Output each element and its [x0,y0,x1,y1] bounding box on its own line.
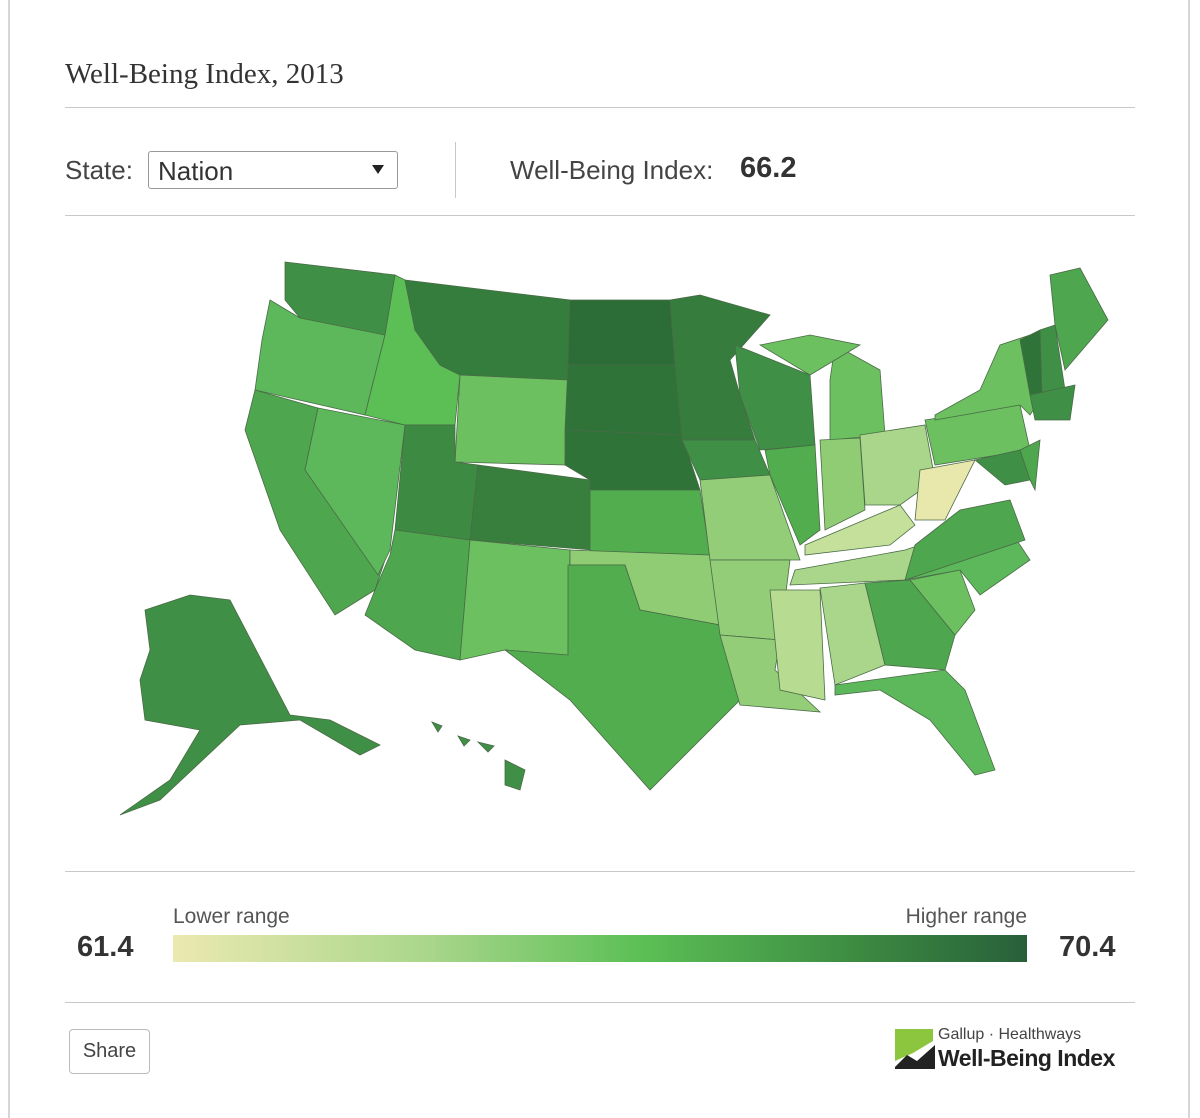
state[interactable] [804,504,916,556]
state-label: State: [65,155,133,185]
title: Well-Being Index, 2013 [65,58,344,90]
logo-icon [895,1029,935,1069]
state[interactable] [769,589,826,701]
state[interactable] [469,464,593,551]
state[interactable] [589,489,711,556]
index-label: Well-Being Index: [510,155,714,185]
legend-gradient [173,935,1027,962]
state-value: Nation [158,156,234,186]
state[interactable] [974,449,1031,486]
state[interactable] [699,474,801,561]
state[interactable] [681,439,771,481]
vertical-divider [455,142,456,198]
state[interactable] [504,759,526,791]
divider [65,871,1135,872]
index-value: 66.2 [740,152,797,184]
state[interactable] [834,669,996,776]
state[interactable] [904,499,1026,581]
state[interactable] [1029,384,1076,421]
state[interactable] [564,364,683,436]
state[interactable] [764,444,821,546]
share-button[interactable]: Share [69,1029,150,1074]
state[interactable] [1049,267,1109,371]
state[interactable] [454,374,569,466]
state[interactable] [476,741,495,753]
state[interactable] [457,735,471,747]
legend-low-label: Lower range [173,905,290,928]
state[interactable] [829,344,886,441]
logo-top: Gallup · Healthways [938,1026,1082,1043]
state[interactable] [758,334,862,376]
state[interactable] [459,539,571,661]
legend-high-label: Higher range [905,905,1027,928]
logo-bottom: Well-Being Index [938,1045,1115,1071]
select-arrow [372,165,384,174]
divider [65,215,1135,216]
state[interactable] [431,721,443,733]
state[interactable] [567,299,676,366]
state[interactable] [503,564,741,791]
state[interactable] [819,437,866,531]
legend-min: 61.4 [77,931,134,963]
us-map [119,261,1109,816]
divider [65,1002,1135,1003]
state[interactable] [119,594,381,816]
legend-max: 70.4 [1059,931,1116,963]
frame [8,0,1190,1118]
divider [65,107,1135,108]
state-select[interactable]: Nation [148,151,398,189]
state[interactable] [864,579,956,671]
state[interactable] [914,459,976,521]
state[interactable] [304,407,406,576]
